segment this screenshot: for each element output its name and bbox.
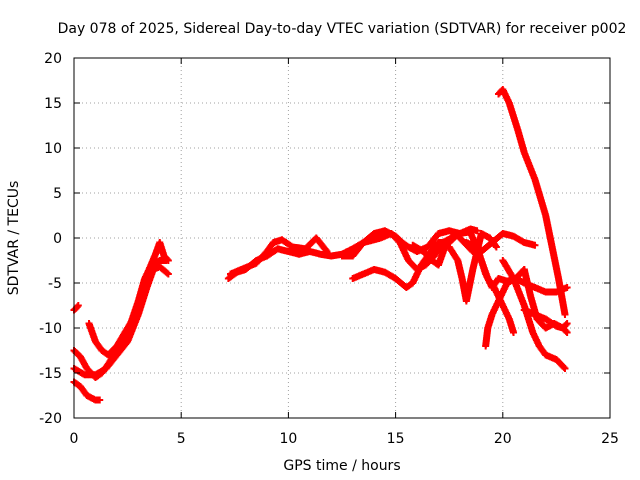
data-point	[562, 321, 570, 329]
data-point	[531, 241, 539, 249]
data-point	[563, 329, 571, 336]
y-tick-label: -5	[48, 276, 62, 292]
y-tick-label: -20	[39, 411, 62, 427]
data-point	[74, 302, 82, 309]
x-axis-label: GPS time / hours	[283, 458, 400, 474]
y-tick-label: 5	[53, 186, 62, 202]
y-tick-label: -10	[39, 321, 62, 337]
data-point	[96, 396, 104, 404]
series-track-7	[227, 234, 331, 278]
data-point	[323, 248, 331, 255]
y-tick-label: -15	[39, 366, 62, 382]
y-tick-label: 15	[44, 96, 62, 112]
series-track-9	[349, 232, 460, 291]
data-point	[561, 365, 569, 372]
x-tick-label: 5	[177, 431, 186, 447]
data-point	[510, 329, 518, 336]
series-track-16	[499, 257, 569, 372]
x-tick-label: 0	[70, 431, 79, 447]
chart-title: Day 078 of 2025, Sidereal Day-to-day VTE…	[58, 21, 627, 37]
y-tick-label: 10	[44, 141, 62, 157]
data-point	[563, 320, 571, 327]
axis-ticks: 0 5 10 15 20 25 -20 -15 -10 -5 0 5 10 15 20	[39, 51, 619, 447]
series-track-18	[520, 306, 571, 332]
x-tick-label: 25	[601, 431, 619, 447]
series-track-4	[70, 378, 104, 404]
data-point	[473, 227, 481, 235]
data-point	[560, 363, 568, 371]
x-tick-label: 20	[494, 431, 512, 447]
data-point	[163, 255, 171, 263]
y-tick-label: 0	[53, 231, 62, 247]
data-points	[70, 86, 571, 404]
data-point	[163, 269, 171, 277]
series-track-5	[85, 239, 172, 359]
x-tick-label: 15	[387, 431, 405, 447]
x-tick-label: 10	[279, 431, 297, 447]
data-point	[492, 243, 500, 251]
data-point	[561, 311, 569, 318]
data-point	[164, 257, 172, 264]
data-point	[563, 284, 571, 291]
y-tick-label: 20	[44, 51, 62, 67]
series-track-15	[495, 86, 569, 318]
data-point	[164, 270, 172, 278]
y-axis-label: SDTVAR / TECUs	[6, 181, 22, 296]
